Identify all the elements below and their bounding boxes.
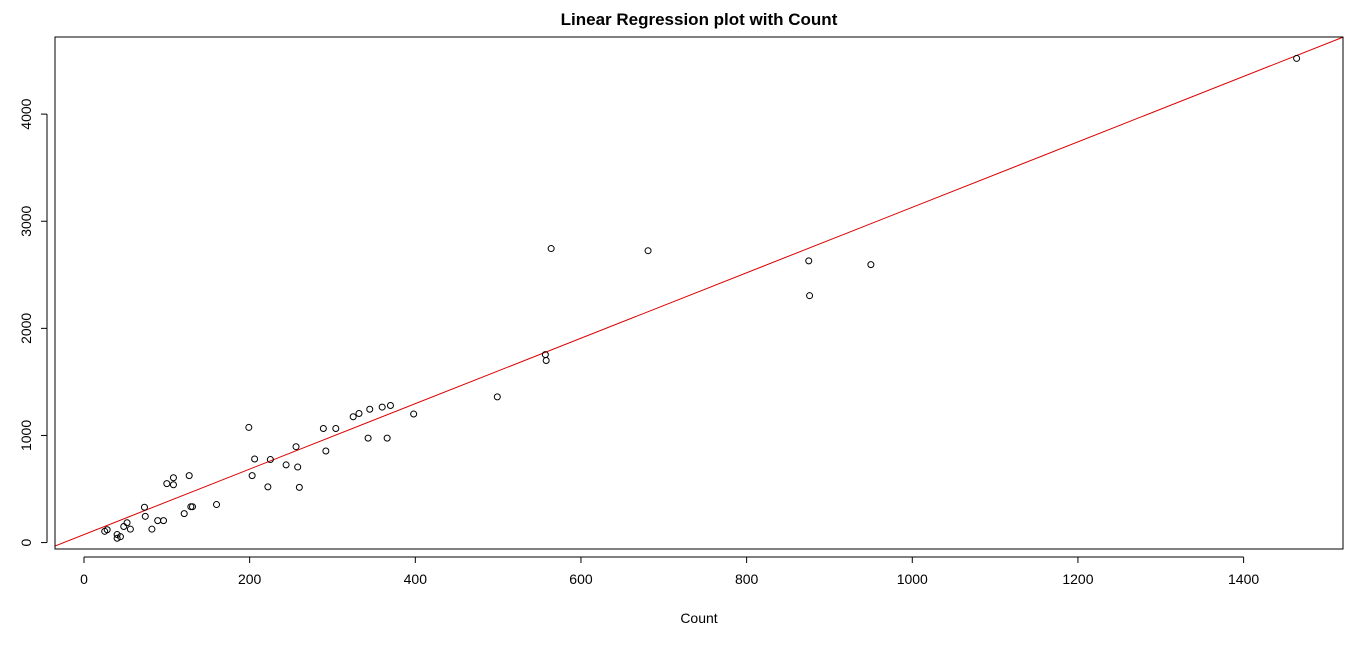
data-point xyxy=(185,472,193,480)
data-point xyxy=(1293,54,1301,62)
data-point xyxy=(378,403,386,411)
y-tick-label: 2000 xyxy=(18,313,34,344)
data-point xyxy=(116,533,124,541)
x-tick-label: 200 xyxy=(238,571,262,587)
regression-line xyxy=(55,37,1343,547)
data-point xyxy=(282,461,290,469)
data-point xyxy=(154,517,162,525)
data-point xyxy=(120,523,128,531)
x-tick-label: 1200 xyxy=(1062,571,1093,587)
data-point xyxy=(266,456,274,464)
data-point xyxy=(126,525,134,533)
data-point xyxy=(188,503,196,511)
data-point xyxy=(383,434,391,442)
data-point xyxy=(332,424,340,432)
data-point xyxy=(322,447,330,455)
data-point xyxy=(148,525,156,533)
x-axis: 0 200 400 600 800 1000 1200 1400 xyxy=(80,556,1259,587)
data-point xyxy=(547,245,555,253)
data-point xyxy=(355,410,363,418)
data-point xyxy=(364,434,372,442)
data-point xyxy=(248,472,256,480)
data-point xyxy=(180,510,188,518)
data-point xyxy=(349,413,357,421)
data-point xyxy=(163,480,171,488)
data-point xyxy=(251,455,259,463)
y-axis: 0 1000 2000 3000 4000 xyxy=(18,98,48,546)
plot-frame xyxy=(54,36,1344,550)
data-point xyxy=(245,423,253,431)
chart-title: Linear Regression plot with Count xyxy=(561,10,838,29)
data-point xyxy=(292,443,300,451)
data-point xyxy=(386,401,394,409)
x-tick-label: 800 xyxy=(735,571,759,587)
data-points xyxy=(101,54,1301,542)
y-tick-label: 1000 xyxy=(18,420,34,451)
data-point xyxy=(294,463,302,471)
data-point xyxy=(366,405,374,413)
data-point xyxy=(806,292,814,300)
x-tick-label: 1400 xyxy=(1228,571,1259,587)
data-point xyxy=(805,257,813,265)
data-point xyxy=(867,261,875,269)
data-point xyxy=(410,410,418,418)
y-tick-label: 3000 xyxy=(18,205,34,236)
data-point xyxy=(169,474,177,482)
data-point xyxy=(140,503,148,511)
x-tick-label: 600 xyxy=(569,571,593,587)
data-point xyxy=(169,481,177,489)
data-point xyxy=(103,526,111,534)
x-axis-title: Count xyxy=(680,610,717,626)
x-tick-label: 0 xyxy=(80,571,88,587)
data-point xyxy=(141,512,149,520)
data-point xyxy=(213,501,221,509)
data-point xyxy=(160,517,168,525)
data-point xyxy=(264,483,272,491)
y-tick-label: 0 xyxy=(18,538,34,546)
x-tick-label: 1000 xyxy=(897,571,928,587)
data-point xyxy=(493,393,501,401)
data-point xyxy=(644,247,652,255)
data-point xyxy=(319,424,327,432)
data-point xyxy=(542,356,550,364)
data-point xyxy=(295,483,303,491)
x-tick-label: 400 xyxy=(404,571,428,587)
data-point xyxy=(123,519,131,527)
y-tick-label: 4000 xyxy=(18,98,34,129)
data-point xyxy=(113,534,121,542)
